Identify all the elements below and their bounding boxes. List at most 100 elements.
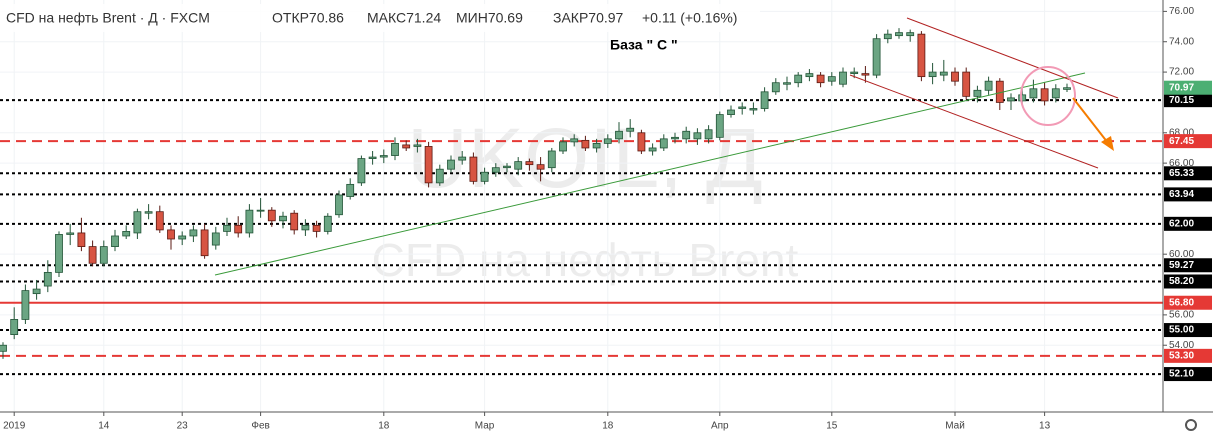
candle-body bbox=[312, 224, 321, 232]
candle-body bbox=[155, 211, 164, 231]
candle-body bbox=[984, 80, 993, 91]
candle-body bbox=[279, 215, 287, 222]
x-tick-label: 2019 bbox=[3, 421, 26, 432]
candle-body bbox=[514, 161, 523, 170]
candle-body bbox=[951, 71, 959, 82]
candle-body bbox=[245, 209, 254, 234]
candle-body bbox=[43, 271, 52, 287]
level-label: 63.94 bbox=[1169, 189, 1194, 200]
candle-body bbox=[839, 71, 847, 85]
candle-body bbox=[659, 138, 668, 149]
candle-body bbox=[715, 114, 724, 138]
candle-body bbox=[77, 232, 86, 247]
candle-body bbox=[167, 229, 175, 240]
annotation: База " С " bbox=[610, 37, 678, 53]
y-tick-label: 68.00 bbox=[1169, 127, 1194, 138]
candle-body bbox=[122, 231, 131, 237]
channel-upper bbox=[906, 17, 1119, 99]
level-label: 52.10 bbox=[1169, 369, 1194, 380]
candle-body bbox=[794, 74, 803, 84]
axes: 54.00 56.00 60.00 66.00 68.00 72.00 74.00 76.00… bbox=[3, 6, 1212, 432]
candle-body bbox=[0, 344, 7, 352]
candle-body bbox=[21, 290, 30, 320]
candle-body bbox=[895, 32, 903, 37]
level-label: 59.27 bbox=[1169, 260, 1194, 271]
x-tick-label: 14 bbox=[98, 421, 110, 432]
channel-lower bbox=[849, 74, 1099, 169]
ohlc-open: ОТКР70.86 bbox=[272, 10, 344, 26]
level-label-bg bbox=[1164, 93, 1212, 108]
candle-body bbox=[738, 106, 747, 109]
level-label-bg bbox=[1164, 216, 1212, 231]
y-tick-label: 54.00 bbox=[1169, 340, 1194, 351]
candle-body bbox=[1029, 88, 1038, 99]
candle-body bbox=[111, 235, 119, 247]
candle-body bbox=[939, 71, 948, 76]
candle-body bbox=[379, 155, 388, 158]
candle-body bbox=[760, 91, 769, 109]
candle-body bbox=[872, 38, 881, 76]
candle-body bbox=[805, 73, 814, 78]
candle-body bbox=[973, 89, 982, 97]
x-tick-label: Апр bbox=[711, 421, 729, 432]
ohlc-high: МАКС71.24 bbox=[367, 10, 441, 26]
highlight-circle bbox=[1020, 66, 1076, 126]
candle-body bbox=[144, 211, 153, 214]
trend-line bbox=[214, 72, 1086, 276]
candle-body bbox=[1063, 87, 1071, 90]
level-label-bg bbox=[1164, 134, 1212, 149]
candle-body bbox=[559, 141, 567, 152]
last-price-bg bbox=[1164, 80, 1212, 95]
candle-body bbox=[648, 147, 657, 152]
y-tick-label: 66.00 bbox=[1169, 158, 1194, 169]
candle-body bbox=[503, 165, 511, 169]
candle-body bbox=[962, 71, 971, 97]
candle-body bbox=[783, 82, 791, 85]
candle-body bbox=[861, 73, 870, 76]
level-label-bg bbox=[1164, 348, 1212, 363]
level-label-bg bbox=[1164, 323, 1212, 338]
level-label: 67.45 bbox=[1169, 136, 1194, 147]
x-tick-label: 18 bbox=[602, 421, 614, 432]
settings-icon[interactable] bbox=[1185, 419, 1197, 431]
x-tick-label: 23 bbox=[177, 421, 189, 432]
candle-body bbox=[704, 129, 713, 140]
candle-body bbox=[906, 32, 915, 37]
candle-body bbox=[671, 136, 679, 140]
candle-body bbox=[917, 33, 926, 78]
candle-body bbox=[200, 229, 209, 257]
candle-body bbox=[424, 146, 433, 184]
levels bbox=[0, 99, 1163, 376]
arrow bbox=[1072, 97, 1109, 144]
candle-body bbox=[749, 108, 758, 111]
last-price-label: 70.97 bbox=[1169, 82, 1194, 93]
candle-body bbox=[435, 168, 444, 184]
candle-body bbox=[402, 144, 411, 149]
candle-body bbox=[66, 232, 75, 235]
candle-body bbox=[637, 132, 646, 152]
candle-body bbox=[480, 171, 489, 182]
chart-title: CFD на нефть Brent · Д · FXCM bbox=[6, 10, 210, 26]
level-label-bg bbox=[1164, 274, 1212, 289]
drawings bbox=[214, 17, 1119, 276]
y-tick-label: 56.00 bbox=[1169, 310, 1194, 321]
candle-body bbox=[827, 76, 836, 82]
candle-body bbox=[1051, 88, 1060, 99]
y-tick-label: 60.00 bbox=[1169, 249, 1194, 260]
candles bbox=[0, 28, 1071, 359]
level-label: 62.00 bbox=[1169, 218, 1194, 229]
candle-body bbox=[88, 246, 97, 264]
candle-body bbox=[346, 183, 355, 197]
candle-body bbox=[211, 232, 220, 246]
candle-body bbox=[267, 209, 276, 222]
candle-body bbox=[727, 109, 735, 115]
level-label-bg bbox=[1164, 295, 1212, 310]
x-tick-label: 13 bbox=[1039, 421, 1051, 432]
candle-body bbox=[928, 71, 937, 78]
watermark-name: CFD на нефть Brent bbox=[372, 234, 799, 286]
header-bg bbox=[0, 4, 760, 32]
candle-body bbox=[682, 130, 691, 140]
candle-body bbox=[592, 143, 601, 149]
candle-body bbox=[368, 156, 377, 159]
y-tick-label: 76.00 bbox=[1169, 6, 1194, 17]
